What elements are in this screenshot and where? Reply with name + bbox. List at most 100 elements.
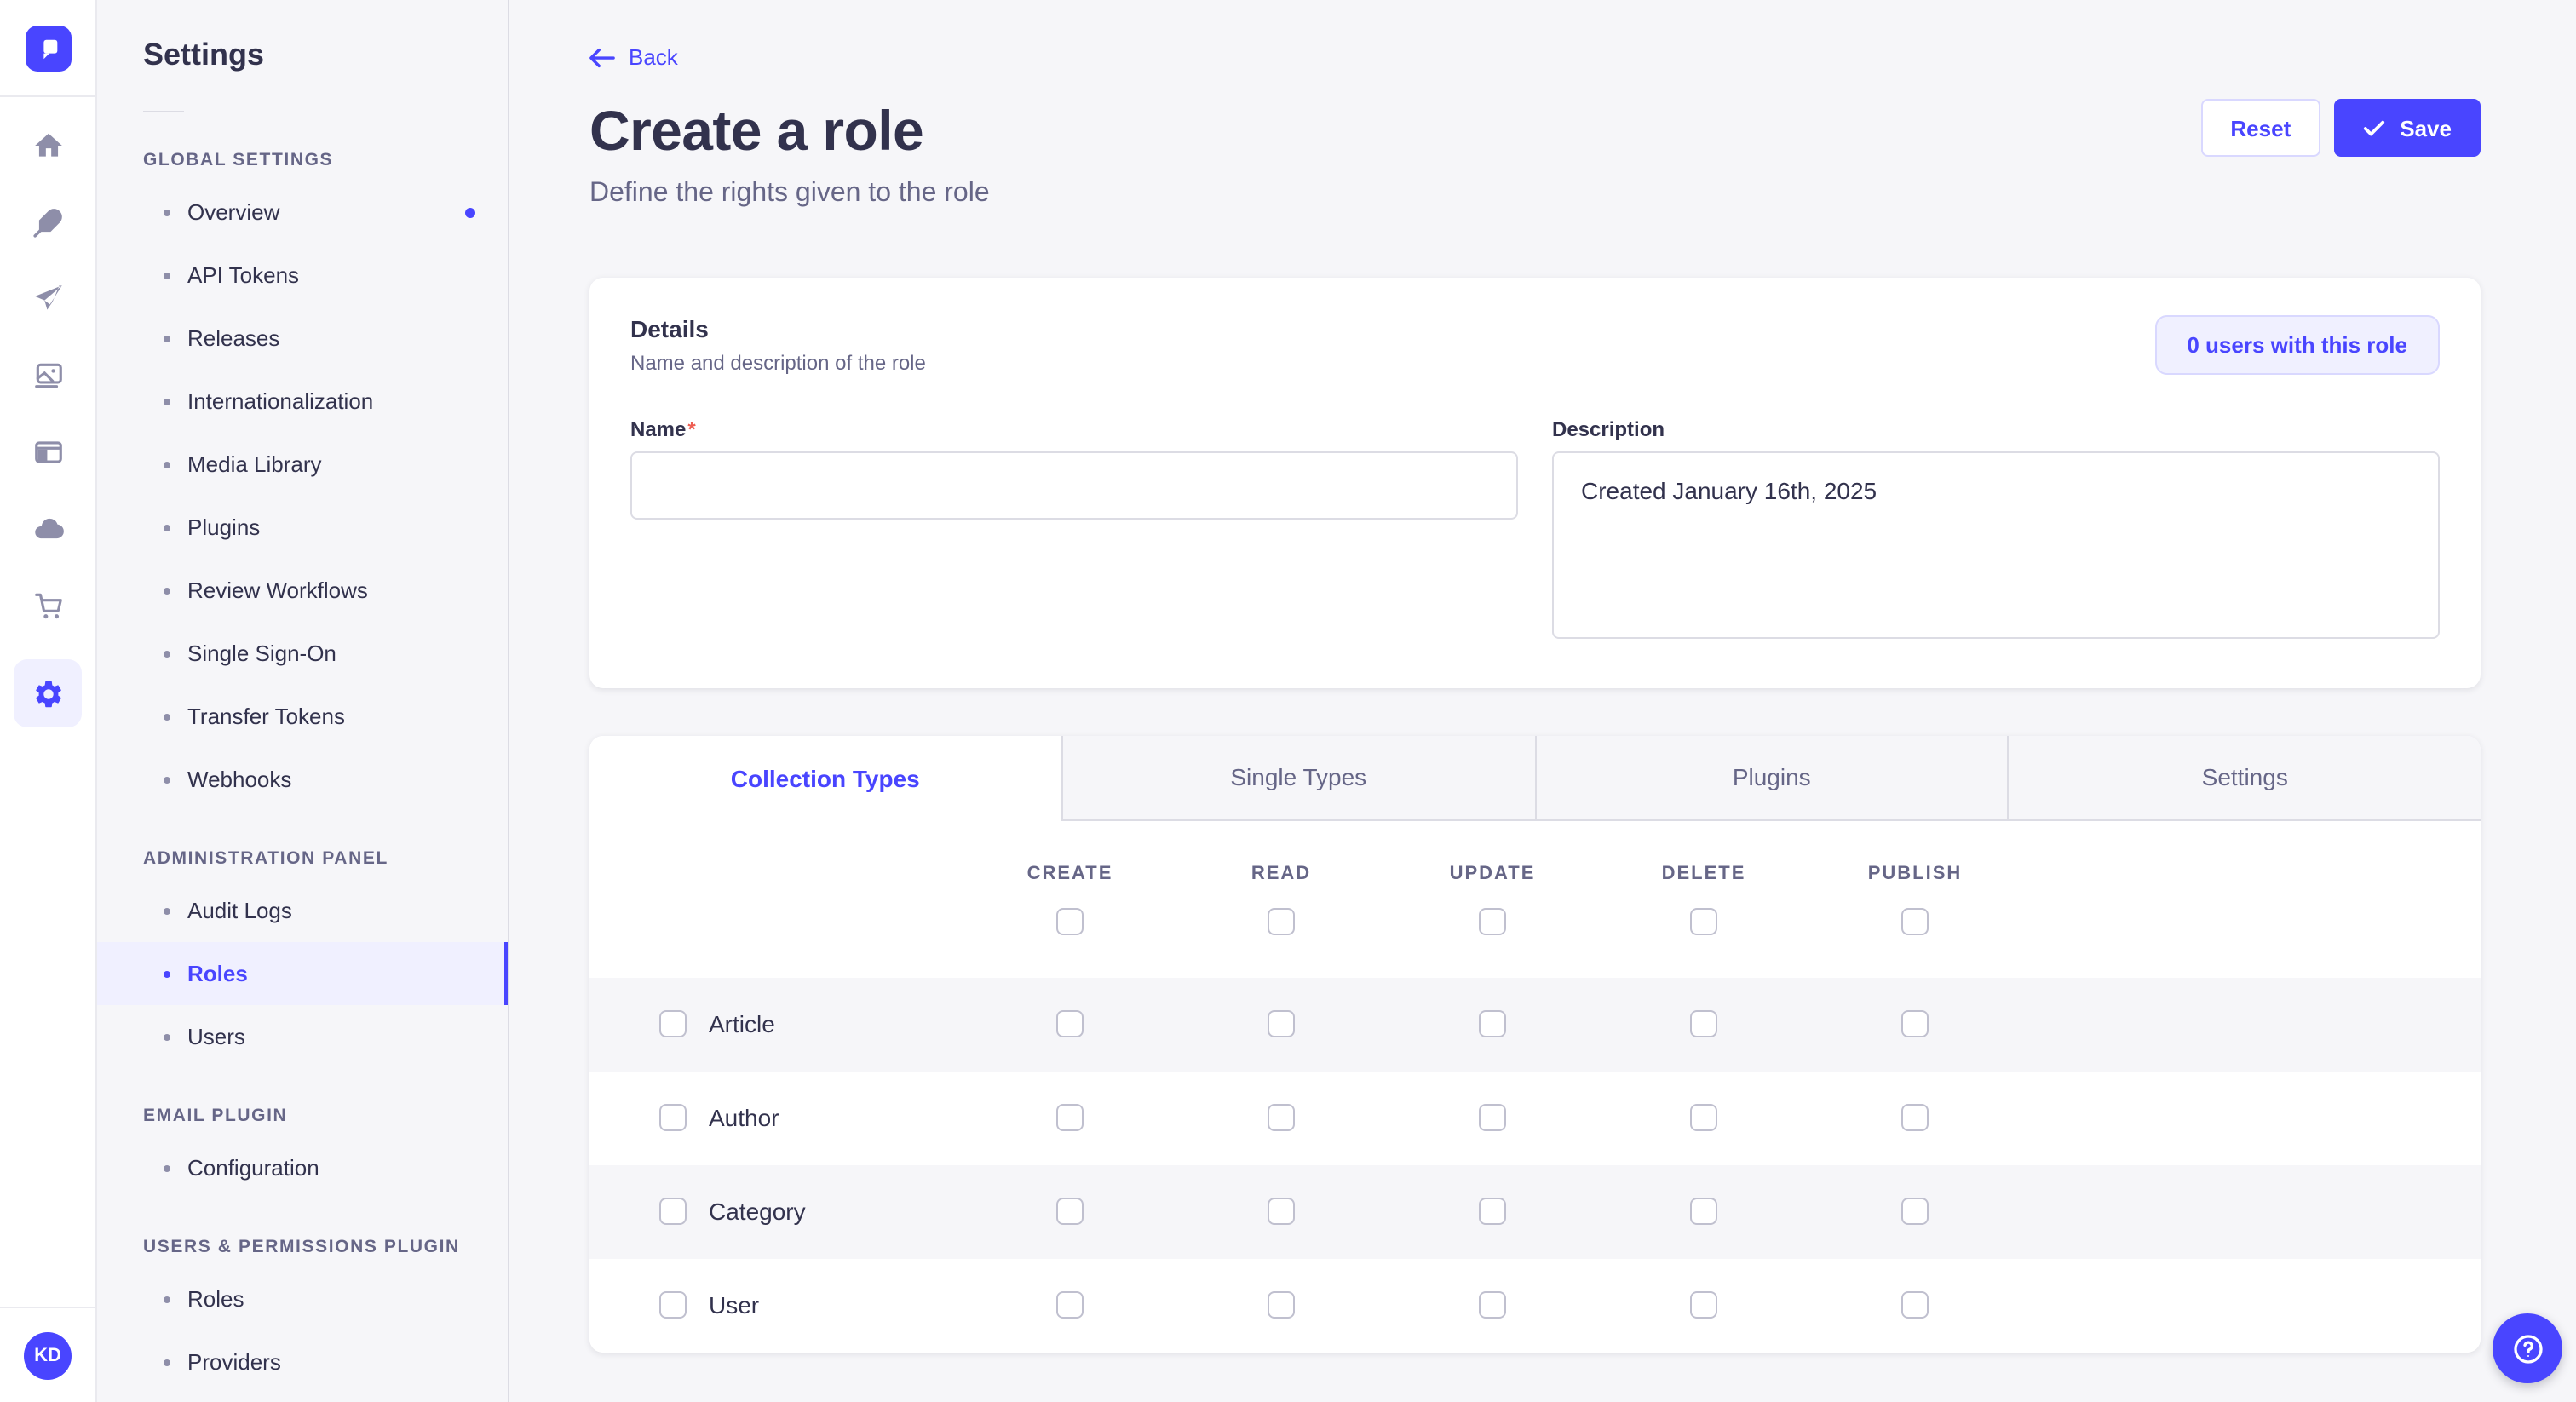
- bullet-icon: [164, 650, 170, 657]
- article-create-checkbox[interactable]: [1056, 1010, 1084, 1037]
- sidebar-item-users[interactable]: Users: [97, 1005, 508, 1068]
- author-create-checkbox[interactable]: [1056, 1104, 1084, 1131]
- sidebar-item-overview[interactable]: Overview: [97, 181, 508, 244]
- row-select-checkbox[interactable]: [659, 1104, 687, 1131]
- row-select-checkbox[interactable]: [659, 1198, 687, 1225]
- select-all-publish-checkbox[interactable]: [1901, 907, 1929, 934]
- row-select-checkbox[interactable]: [659, 1010, 687, 1037]
- permission-cell: [1387, 1198, 1598, 1225]
- row-name-cell[interactable]: Category: [589, 1198, 964, 1225]
- sidebar-item-label: Review Workflows: [187, 577, 368, 603]
- sidebar-item-providers[interactable]: Providers: [97, 1330, 508, 1393]
- settings-subnav: Settings GLOBAL SETTINGS Overview API Toke…: [97, 0, 509, 1402]
- sidebar-item-media-library[interactable]: Media Library: [97, 433, 508, 496]
- category-read-checkbox[interactable]: [1268, 1198, 1295, 1225]
- author-read-checkbox[interactable]: [1268, 1104, 1295, 1131]
- author-publish-checkbox[interactable]: [1901, 1104, 1929, 1131]
- user-delete-checkbox[interactable]: [1690, 1291, 1717, 1319]
- bullet-icon: [164, 209, 170, 215]
- permission-cell: [964, 1198, 1176, 1225]
- bullet-icon: [164, 1359, 170, 1365]
- user-publish-checkbox[interactable]: [1901, 1291, 1929, 1319]
- user-update-checkbox[interactable]: [1479, 1291, 1506, 1319]
- sidebar-item-label: Plugins: [187, 514, 261, 540]
- article-delete-checkbox[interactable]: [1690, 1010, 1717, 1037]
- sidebar-item-transfer-tokens[interactable]: Transfer Tokens: [97, 685, 508, 748]
- sidebar-item-internationalization[interactable]: Internationalization: [97, 370, 508, 433]
- article-publish-checkbox[interactable]: [1901, 1010, 1929, 1037]
- notification-dot: [465, 207, 475, 217]
- sidebar-item-single-sign-on[interactable]: Single Sign-On: [97, 622, 508, 685]
- logo-section: [0, 0, 95, 97]
- send-plane-icon[interactable]: [31, 281, 65, 315]
- subnav-section-label: ADMINISTRATION PANEL: [143, 848, 388, 869]
- settings-gear-icon[interactable]: [14, 659, 82, 727]
- bullet-icon: [164, 524, 170, 531]
- layout-panel-icon[interactable]: [31, 434, 65, 468]
- subnav-section-label: USERS & PERMISSIONS PLUGIN: [143, 1237, 460, 1257]
- details-fields: Name * Description Created January 16th, …: [630, 417, 2440, 646]
- category-publish-checkbox[interactable]: [1901, 1198, 1929, 1225]
- permission-cell: [1176, 1291, 1387, 1319]
- sidebar-item-configuration[interactable]: Configuration: [97, 1136, 508, 1199]
- select-all-read-checkbox[interactable]: [1268, 907, 1295, 934]
- reset-button[interactable]: Reset: [2201, 99, 2320, 157]
- author-update-checkbox[interactable]: [1479, 1104, 1506, 1131]
- sidebar-item-plugins[interactable]: Plugins: [97, 496, 508, 559]
- save-button[interactable]: Save: [2333, 99, 2481, 157]
- permission-cell: [1387, 1010, 1598, 1037]
- bullet-icon: [164, 335, 170, 342]
- row-select-checkbox[interactable]: [659, 1291, 687, 1319]
- header-col-create: Create: [964, 863, 1176, 934]
- check-icon: [2363, 119, 2384, 135]
- category-create-checkbox[interactable]: [1056, 1198, 1084, 1225]
- select-all-delete-checkbox[interactable]: [1690, 907, 1717, 934]
- tab-settings[interactable]: Settings: [2007, 735, 2481, 820]
- row-name-cell[interactable]: Article: [589, 1010, 964, 1037]
- author-delete-checkbox[interactable]: [1690, 1104, 1717, 1131]
- permission-cell: [1809, 1291, 2021, 1319]
- select-all-create-checkbox[interactable]: [1056, 907, 1084, 934]
- permissions-card: Collection Types Single Types Plugins Setti…: [589, 735, 2481, 1352]
- sidebar-item-review-workflows[interactable]: Review Workflows: [97, 559, 508, 622]
- tab-plugins[interactable]: Plugins: [1534, 735, 2008, 820]
- back-link[interactable]: Back: [589, 44, 678, 70]
- marketplace-cart-icon[interactable]: [31, 588, 65, 622]
- tab-collection-types[interactable]: Collection Types: [589, 735, 1061, 820]
- bullet-icon: [164, 776, 170, 783]
- sidebar-item-releases[interactable]: Releases: [97, 307, 508, 370]
- media-library-icon[interactable]: [31, 358, 65, 392]
- subnav-title: Settings: [143, 37, 265, 72]
- strapi-logo[interactable]: [25, 25, 71, 71]
- user-read-checkbox[interactable]: [1268, 1291, 1295, 1319]
- tab-single-types[interactable]: Single Types: [1061, 735, 1534, 820]
- category-delete-checkbox[interactable]: [1690, 1198, 1717, 1225]
- sidebar-item-webhooks[interactable]: Webhooks: [97, 748, 508, 811]
- sidebar-item-roles[interactable]: Roles: [97, 1267, 508, 1330]
- description-textarea[interactable]: Created January 16th, 2025: [1552, 451, 2440, 638]
- sidebar-item-audit-logs[interactable]: Audit Logs: [97, 879, 508, 942]
- user-create-checkbox[interactable]: [1056, 1291, 1084, 1319]
- icon-rail: KD: [0, 0, 97, 1402]
- article-read-checkbox[interactable]: [1268, 1010, 1295, 1037]
- article-update-checkbox[interactable]: [1479, 1010, 1506, 1037]
- header-col-read: Read: [1176, 863, 1387, 934]
- main-content: Back Reset Save Create a role Define the…: [511, 0, 2576, 1402]
- home-icon[interactable]: [31, 128, 65, 162]
- name-input[interactable]: [630, 451, 1518, 519]
- help-button[interactable]: [2493, 1313, 2562, 1383]
- cloud-icon[interactable]: [31, 511, 65, 545]
- sidebar-item-label: Configuration: [187, 1155, 319, 1181]
- sidebar-item-roles[interactable]: Roles: [97, 942, 508, 1005]
- users-with-role-button[interactable]: 0 users with this role: [2154, 314, 2440, 374]
- row-name-cell[interactable]: User: [589, 1291, 964, 1319]
- content-feather-icon[interactable]: [31, 204, 65, 238]
- category-update-checkbox[interactable]: [1479, 1198, 1506, 1225]
- select-all-update-checkbox[interactable]: [1479, 907, 1506, 934]
- row-name-cell[interactable]: Author: [589, 1104, 964, 1131]
- sidebar-item-label: Audit Logs: [187, 898, 292, 923]
- bullet-icon: [164, 1164, 170, 1171]
- user-avatar[interactable]: KD: [24, 1331, 72, 1379]
- permission-cell: [1809, 1010, 2021, 1037]
- sidebar-item-api-tokens[interactable]: API Tokens: [97, 244, 508, 307]
